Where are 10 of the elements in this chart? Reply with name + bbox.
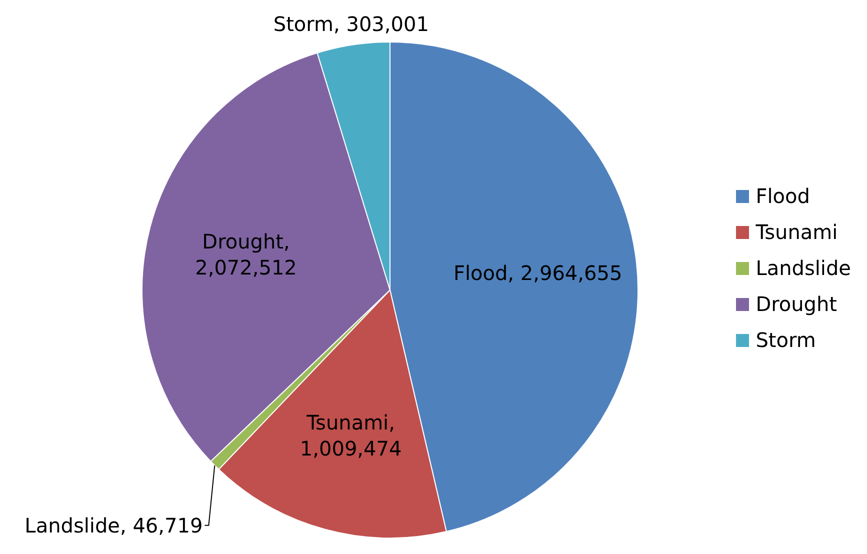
data-label: Drought, 2,072,512 (195, 229, 297, 280)
data-label: Tsunami, 1,009,474 (300, 410, 402, 461)
data-label: Storm, 303,001 (273, 12, 429, 36)
data-label: Landslide, 46,719 (24, 513, 203, 538)
legend-label: Drought (756, 291, 837, 318)
legend-label: Tsunami (756, 219, 838, 246)
legend-label: Storm (756, 327, 816, 354)
legend-label: Landslide (756, 255, 851, 282)
legend-label: Flood (756, 183, 810, 210)
data-label: Flood, 2,964,655 (453, 260, 622, 285)
